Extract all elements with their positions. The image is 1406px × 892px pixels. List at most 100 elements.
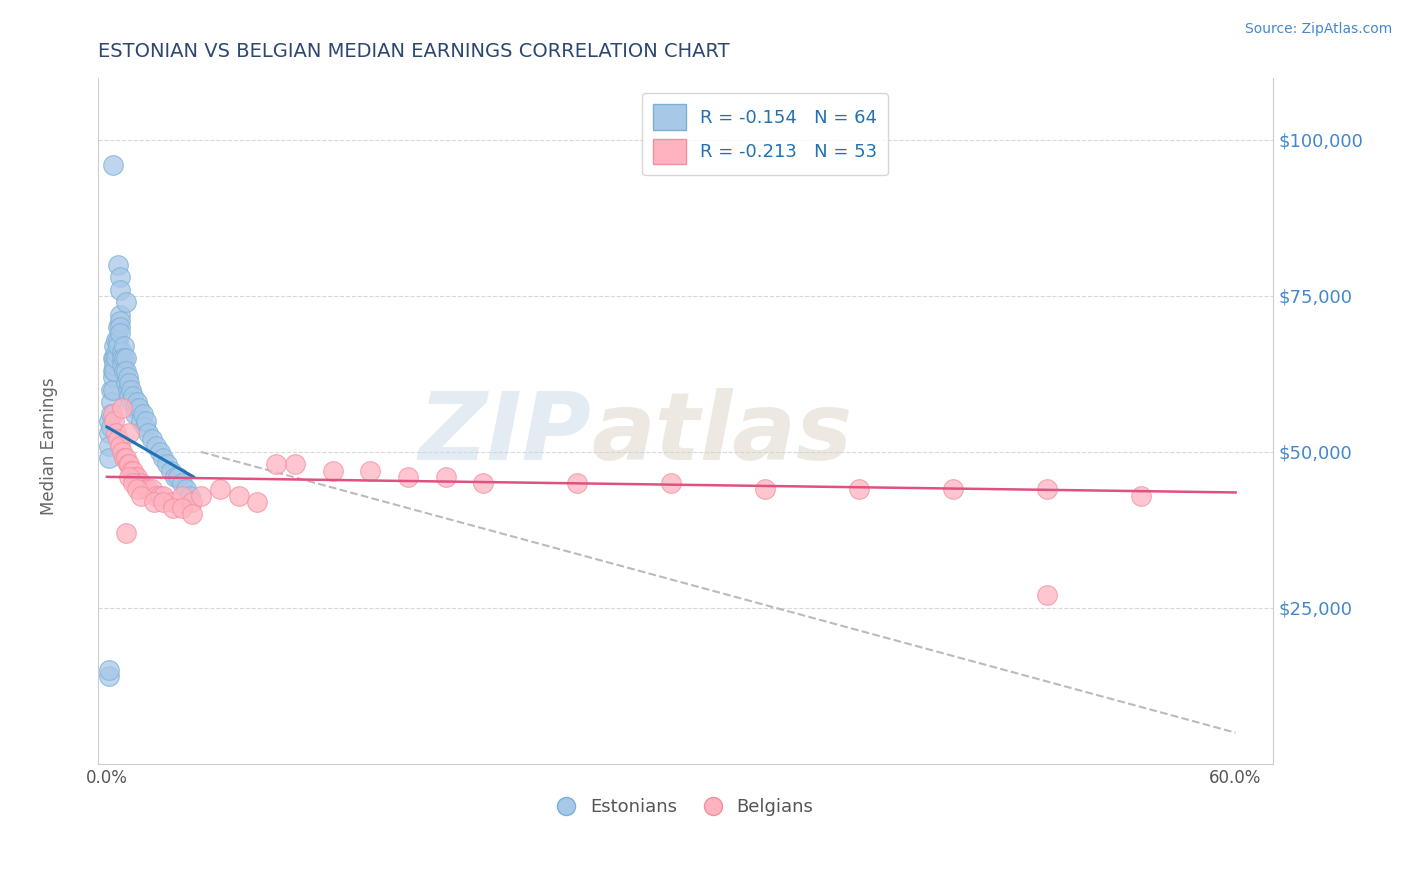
Point (163, 470, 186, 484)
Legend: Estonians, Belgians: Estonians, Belgians (550, 791, 821, 823)
Point (111, 358, 134, 372)
Point (136, 426, 159, 441)
Point (179, 489, 201, 503)
Point (228, 489, 250, 503)
Point (118, 458, 141, 472)
Point (118, 426, 141, 441)
Point (120, 395, 142, 409)
Point (141, 483, 163, 497)
Point (567, 476, 589, 491)
Point (108, 283, 131, 297)
Point (112, 364, 135, 378)
Point (108, 308, 131, 322)
Point (107, 339, 129, 353)
Point (149, 445, 172, 459)
Point (124, 470, 146, 484)
Point (190, 489, 212, 503)
Point (136, 483, 159, 497)
Point (103, 364, 125, 378)
Point (97, 669, 120, 683)
Point (114, 351, 136, 366)
Point (103, 414, 125, 428)
Point (97, 439, 120, 453)
Point (101, 370, 124, 384)
Point (145, 439, 167, 453)
Point (100, 420, 122, 434)
Point (108, 270, 131, 285)
Point (100, 383, 122, 397)
Text: Source: ZipAtlas.com: Source: ZipAtlas.com (1244, 22, 1392, 37)
Text: atlas: atlas (592, 388, 852, 481)
Point (107, 320, 129, 334)
Point (472, 476, 495, 491)
Point (134, 420, 156, 434)
Point (101, 383, 124, 397)
Point (125, 470, 148, 484)
Text: ZIP: ZIP (419, 388, 592, 481)
Point (118, 470, 141, 484)
Point (131, 408, 153, 422)
Point (152, 451, 174, 466)
Point (114, 364, 136, 378)
Point (108, 314, 131, 328)
Point (162, 501, 184, 516)
Point (145, 489, 167, 503)
Point (1130, 489, 1153, 503)
Point (134, 483, 156, 497)
Point (111, 351, 134, 366)
Point (112, 451, 135, 466)
Point (125, 483, 148, 497)
Point (156, 458, 179, 472)
Point (108, 439, 131, 453)
Point (129, 476, 152, 491)
Point (172, 501, 194, 516)
Point (97, 426, 120, 441)
Point (359, 464, 381, 478)
Point (101, 351, 124, 366)
Point (124, 401, 146, 416)
Point (105, 351, 128, 366)
Point (848, 483, 870, 497)
Point (149, 489, 172, 503)
Point (112, 351, 135, 366)
Point (117, 458, 139, 472)
Point (172, 476, 194, 491)
Point (160, 464, 183, 478)
Point (167, 470, 190, 484)
Point (1036, 588, 1059, 602)
Point (117, 370, 139, 384)
Point (122, 389, 145, 403)
Point (122, 464, 145, 478)
Point (162, 495, 184, 509)
Point (100, 395, 122, 409)
Point (107, 333, 129, 347)
Point (112, 339, 135, 353)
Point (396, 470, 419, 484)
Point (284, 458, 307, 472)
Point (180, 508, 202, 522)
Point (122, 476, 145, 491)
Point (754, 483, 776, 497)
Point (97, 451, 120, 466)
Point (141, 433, 163, 447)
Point (124, 408, 146, 422)
Point (105, 426, 128, 441)
Point (246, 495, 269, 509)
Point (114, 295, 136, 310)
Point (103, 351, 125, 366)
Point (128, 476, 150, 491)
Point (128, 401, 150, 416)
Point (114, 526, 136, 541)
Text: ESTONIAN VS BELGIAN MEDIAN EARNINGS CORRELATION CHART: ESTONIAN VS BELGIAN MEDIAN EARNINGS CORR… (97, 42, 730, 61)
Point (135, 414, 157, 428)
Point (942, 483, 965, 497)
Point (100, 408, 122, 422)
Point (120, 464, 142, 478)
Point (172, 489, 194, 503)
Point (125, 395, 148, 409)
Point (174, 483, 197, 497)
Point (111, 345, 134, 359)
Point (152, 489, 174, 503)
Point (1036, 483, 1059, 497)
Point (152, 495, 174, 509)
